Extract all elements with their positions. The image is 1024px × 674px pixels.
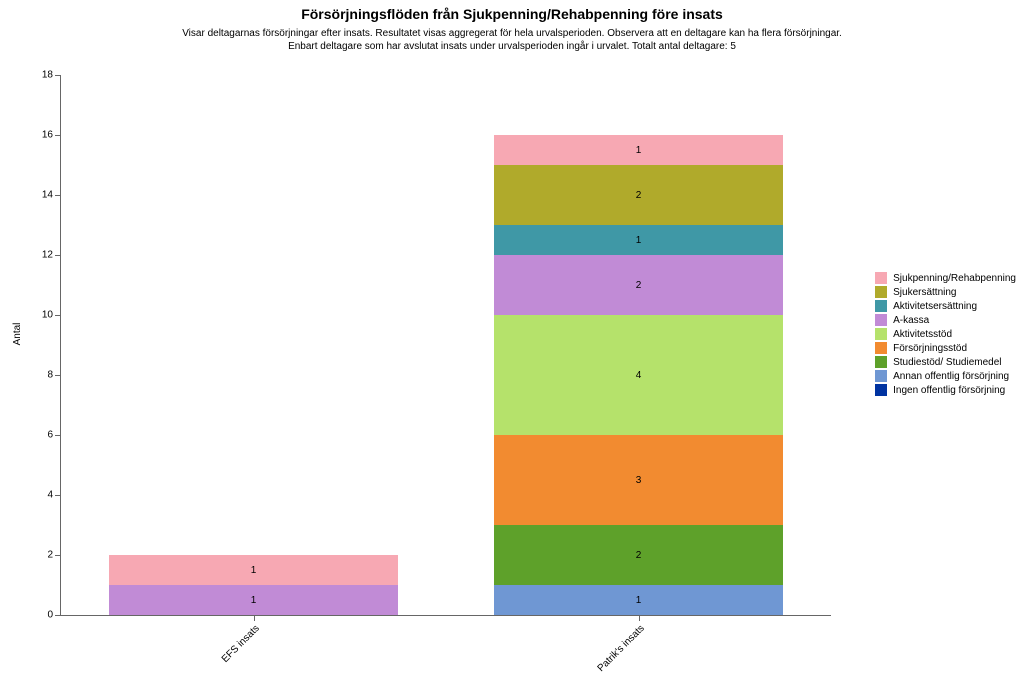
legend-label: Studiestöd/ Studiemedel xyxy=(893,357,1001,368)
legend-label: Aktivitetsstöd xyxy=(893,329,952,340)
y-tick xyxy=(55,495,61,496)
chart-title: Försörjningsflöden från Sjukpenning/Reha… xyxy=(0,6,1024,22)
chart-subtitle: Visar deltagarnas försörjningar efter in… xyxy=(0,28,1024,53)
y-tick xyxy=(55,555,61,556)
legend-swatch xyxy=(875,314,887,326)
bar-segment-studiestod_studiemedel: 2 xyxy=(494,525,783,585)
bar-segment-a_kassa: 2 xyxy=(494,255,783,315)
y-tick xyxy=(55,135,61,136)
legend-label: Sjukersättning xyxy=(893,287,956,298)
legend-swatch xyxy=(875,370,887,382)
y-tick-label: 12 xyxy=(42,250,53,261)
y-tick xyxy=(55,375,61,376)
plot-area: 024681012141618EFS insats11Patrik's insa… xyxy=(60,75,831,616)
bar-segment-annan_offentlig_forsorjning: 1 xyxy=(494,585,783,615)
legend-item-ingen_offentlig_forsorjning: Ingen offentlig försörjning xyxy=(875,384,1016,396)
legend: Sjukpenning/Rehabpenning Sjukersättning Ak… xyxy=(875,270,1016,398)
y-tick xyxy=(55,195,61,196)
legend-item-aktivitetsersattning: Aktivitetsersättning xyxy=(875,300,1016,312)
legend-label: Ingen offentlig försörjning xyxy=(893,385,1005,396)
y-tick xyxy=(55,435,61,436)
legend-label: Sjukpenning/Rehabpenning xyxy=(893,273,1016,284)
bar-segment-sjukpenning_rehabpenning: 1 xyxy=(494,135,783,165)
chart-container: Försörjningsflöden från Sjukpenning/Reha… xyxy=(0,0,1024,668)
bar-segment-value: 4 xyxy=(636,370,642,381)
legend-swatch xyxy=(875,384,887,396)
legend-item-forsorjningsstod: Försörjningsstöd xyxy=(875,342,1016,354)
bar-segment-value: 2 xyxy=(636,550,642,561)
bar-segment-aktivitetsstod: 4 xyxy=(494,315,783,435)
bar-segment-value: 1 xyxy=(251,565,257,576)
bar-segment-sjukpenning_rehabpenning: 1 xyxy=(109,555,398,585)
x-tick xyxy=(639,615,640,621)
y-tick-label: 2 xyxy=(47,550,53,561)
x-tick xyxy=(254,615,255,621)
y-tick-label: 14 xyxy=(42,190,53,201)
x-tick-label: Patrik's insats xyxy=(595,623,646,674)
legend-item-aktivitetsstod: Aktivitetsstöd xyxy=(875,328,1016,340)
y-tick-label: 8 xyxy=(47,370,53,381)
bar-segment-forsorjningsstod: 3 xyxy=(494,435,783,525)
legend-item-sjukersattning: Sjukersättning xyxy=(875,286,1016,298)
legend-item-annan_offentlig_forsorjning: Annan offentlig försörjning xyxy=(875,370,1016,382)
legend-label: Annan offentlig försörjning xyxy=(893,371,1009,382)
legend-label: A-kassa xyxy=(893,315,929,326)
bar-segment-value: 3 xyxy=(636,475,642,486)
y-tick xyxy=(55,315,61,316)
bar-group: 1 2 3 4 2 1 2 1 xyxy=(494,135,783,615)
bar-segment-value: 1 xyxy=(636,595,642,606)
legend-label: Försörjningsstöd xyxy=(893,343,967,354)
y-tick xyxy=(55,75,61,76)
bar-segment-aktivitetsersattning: 1 xyxy=(494,225,783,255)
chart-subtitle-line2: Enbart deltagare som har avslutat insats… xyxy=(288,41,736,52)
y-tick-label: 10 xyxy=(42,310,53,321)
y-tick-label: 18 xyxy=(42,70,53,81)
legend-swatch xyxy=(875,300,887,312)
bar-segment-value: 1 xyxy=(251,595,257,606)
legend-item-a_kassa: A-kassa xyxy=(875,314,1016,326)
bar-segment-value: 1 xyxy=(636,145,642,156)
y-axis-title: Antal xyxy=(12,323,23,346)
y-tick xyxy=(55,255,61,256)
y-tick-label: 0 xyxy=(47,610,53,621)
x-tick-label: EFS insats xyxy=(219,623,261,665)
y-tick xyxy=(55,615,61,616)
bar-segment-value: 1 xyxy=(636,235,642,246)
chart-subtitle-line1: Visar deltagarnas försörjningar efter in… xyxy=(182,28,842,39)
legend-swatch xyxy=(875,272,887,284)
y-tick-label: 4 xyxy=(47,490,53,501)
legend-label: Aktivitetsersättning xyxy=(893,301,977,312)
bar-segment-value: 2 xyxy=(636,280,642,291)
legend-swatch xyxy=(875,286,887,298)
bar-segment-a_kassa: 1 xyxy=(109,585,398,615)
bar-segment-sjukersattning: 2 xyxy=(494,165,783,225)
bar-segment-value: 2 xyxy=(636,190,642,201)
bar-group: 11 xyxy=(109,555,398,615)
legend-item-sjukpenning_rehabpenning: Sjukpenning/Rehabpenning xyxy=(875,272,1016,284)
legend-swatch xyxy=(875,328,887,340)
legend-item-studiestod_studiemedel: Studiestöd/ Studiemedel xyxy=(875,356,1016,368)
legend-swatch xyxy=(875,356,887,368)
y-tick-label: 6 xyxy=(47,430,53,441)
legend-swatch xyxy=(875,342,887,354)
y-tick-label: 16 xyxy=(42,130,53,141)
